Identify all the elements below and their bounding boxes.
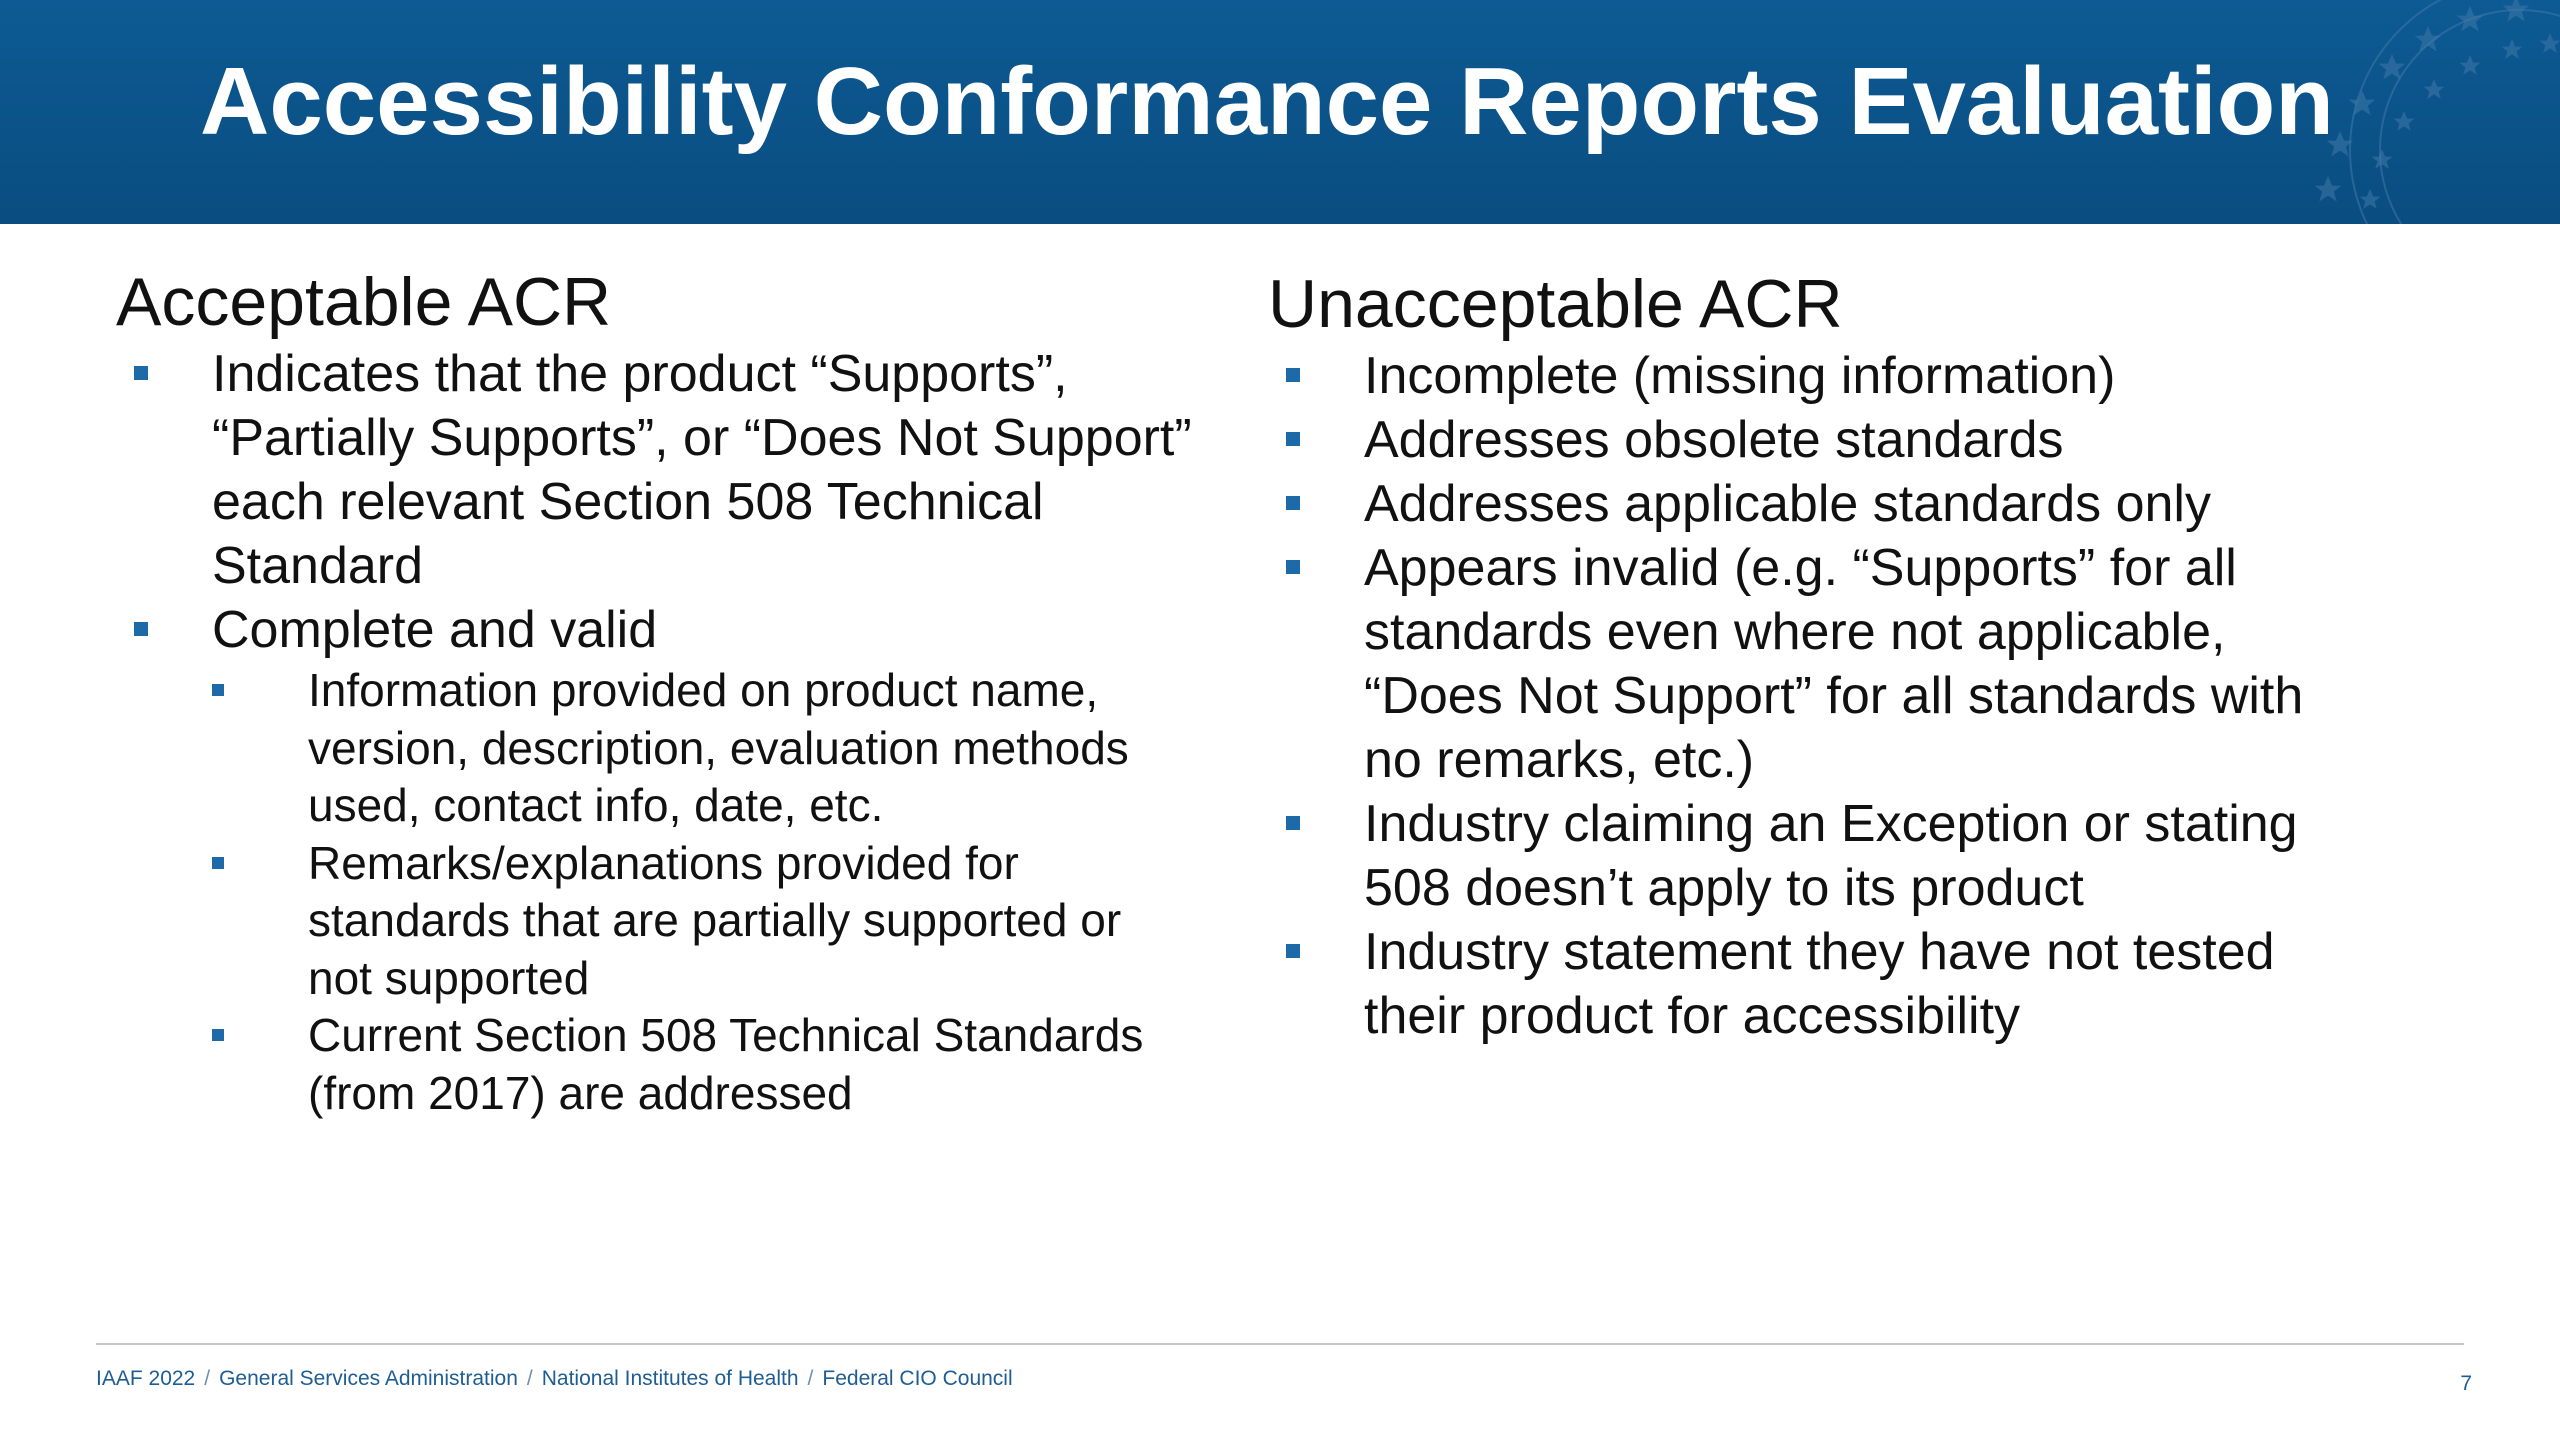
sublist-item: Remarks/explanations provided for standa… bbox=[212, 835, 1196, 1008]
page-title: Accessibility Conformance Reports Evalua… bbox=[200, 48, 2334, 155]
footer-divider bbox=[96, 1343, 2464, 1345]
list-item: Appears invalid (e.g. “Supports” for all… bbox=[1268, 536, 2368, 792]
list-item-text: Industry statement they have not tested … bbox=[1364, 923, 2275, 1045]
list-item-text: Addresses applicable standards only bbox=[1364, 475, 2211, 533]
square-bullet-icon bbox=[212, 684, 224, 696]
footer-agency-cio: Federal CIO Council bbox=[822, 1367, 1013, 1390]
acceptable-sublist: Information provided on product name, ve… bbox=[212, 662, 1196, 1122]
header-banner: Accessibility Conformance Reports Evalua… bbox=[0, 0, 2560, 224]
square-bullet-icon bbox=[1286, 368, 1300, 382]
footer-agency-gsa: General Services Administration bbox=[219, 1367, 518, 1390]
footer-separator: / bbox=[526, 1367, 533, 1390]
unacceptable-column: Unacceptable ACR Incomplete (missing inf… bbox=[1268, 264, 2368, 1048]
list-item-text: Addresses obsolete standards bbox=[1364, 411, 2064, 469]
list-item: Incomplete (missing information) bbox=[1268, 344, 2368, 408]
sublist-item: Information provided on product name, ve… bbox=[212, 662, 1196, 835]
footer: IAAF 2022 / General Services Administratio… bbox=[96, 1366, 1013, 1392]
square-bullet-icon bbox=[212, 1029, 224, 1041]
square-bullet-icon bbox=[1286, 560, 1300, 574]
list-item: Industry claiming an Exception or statin… bbox=[1268, 792, 2368, 920]
square-bullet-icon bbox=[1286, 432, 1300, 446]
list-item-text: Complete and valid bbox=[212, 601, 658, 659]
list-item: Addresses obsolete standards bbox=[1268, 408, 2368, 472]
acceptable-heading: Acceptable ACR bbox=[116, 264, 612, 340]
list-item-text: Incomplete (missing information) bbox=[1364, 347, 2116, 405]
sublist-item: Current Section 508 Technical Standards … bbox=[212, 1007, 1196, 1122]
acceptable-list: Indicates that the product “Supports”, “… bbox=[116, 342, 1196, 1122]
square-bullet-icon bbox=[134, 622, 148, 636]
footer-event: IAAF 2022 bbox=[96, 1367, 196, 1390]
footer-separator: / bbox=[204, 1367, 211, 1390]
sublist-item-text: Current Section 508 Technical Standards … bbox=[308, 1009, 1144, 1119]
list-item: Indicates that the product “Supports”, “… bbox=[116, 342, 1196, 598]
page-number: 7 bbox=[2460, 1372, 2472, 1395]
footer-separator: / bbox=[807, 1367, 814, 1390]
list-item-text: Appears invalid (e.g. “Supports” for all… bbox=[1364, 539, 2304, 789]
square-bullet-icon bbox=[1286, 496, 1300, 510]
footer-agency-nih: National Institutes of Health bbox=[541, 1367, 799, 1390]
stars-seal-icon bbox=[2314, 0, 2560, 224]
list-item: Addresses applicable standards only bbox=[1268, 472, 2368, 536]
list-item: Complete and valid Information provided … bbox=[116, 598, 1196, 1122]
unacceptable-list: Incomplete (missing information) Address… bbox=[1268, 344, 2368, 1048]
square-bullet-icon bbox=[212, 856, 224, 869]
list-item-text: Industry claiming an Exception or statin… bbox=[1364, 795, 2298, 917]
sublist-item-text: Information provided on product name, ve… bbox=[308, 664, 1129, 831]
list-item: Industry statement they have not tested … bbox=[1268, 920, 2368, 1048]
sublist-item-text: Remarks/explanations provided for standa… bbox=[308, 836, 1122, 1004]
list-item-text: Indicates that the product “Supports”, “… bbox=[212, 345, 1192, 595]
acceptable-column: Acceptable ACR Indicates that the produc… bbox=[116, 262, 1196, 1122]
unacceptable-heading: Unacceptable ACR bbox=[1268, 266, 1843, 342]
square-bullet-icon bbox=[1286, 816, 1300, 830]
square-bullet-icon bbox=[1286, 944, 1300, 958]
square-bullet-icon bbox=[134, 366, 148, 380]
